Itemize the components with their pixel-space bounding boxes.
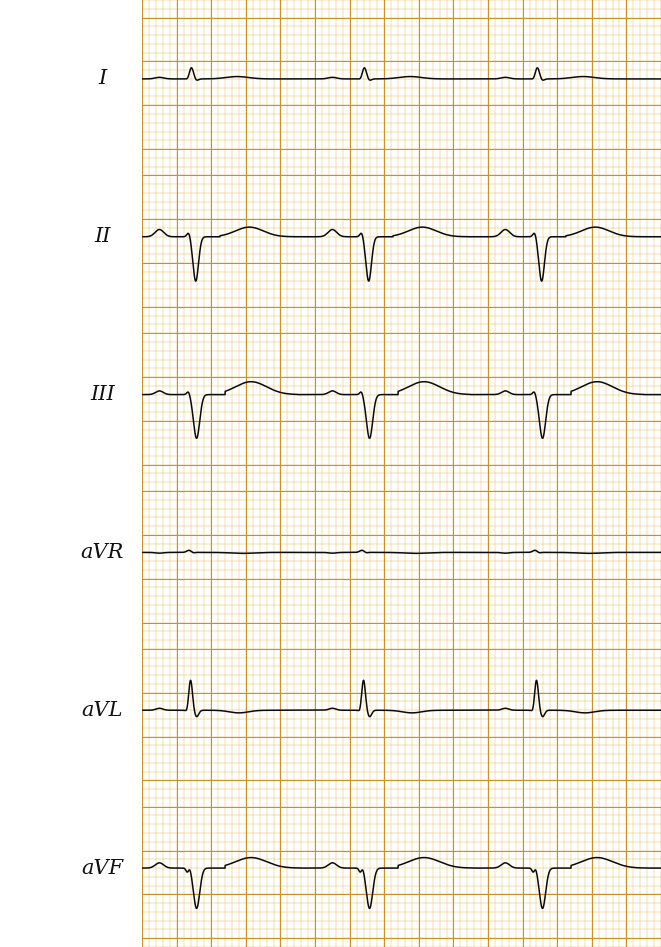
Text: aVL: aVL <box>81 701 123 720</box>
Text: III: III <box>90 385 115 404</box>
Text: aVF: aVF <box>81 859 124 878</box>
Text: aVR: aVR <box>81 543 124 562</box>
Text: I: I <box>98 69 106 88</box>
Text: II: II <box>94 227 110 246</box>
